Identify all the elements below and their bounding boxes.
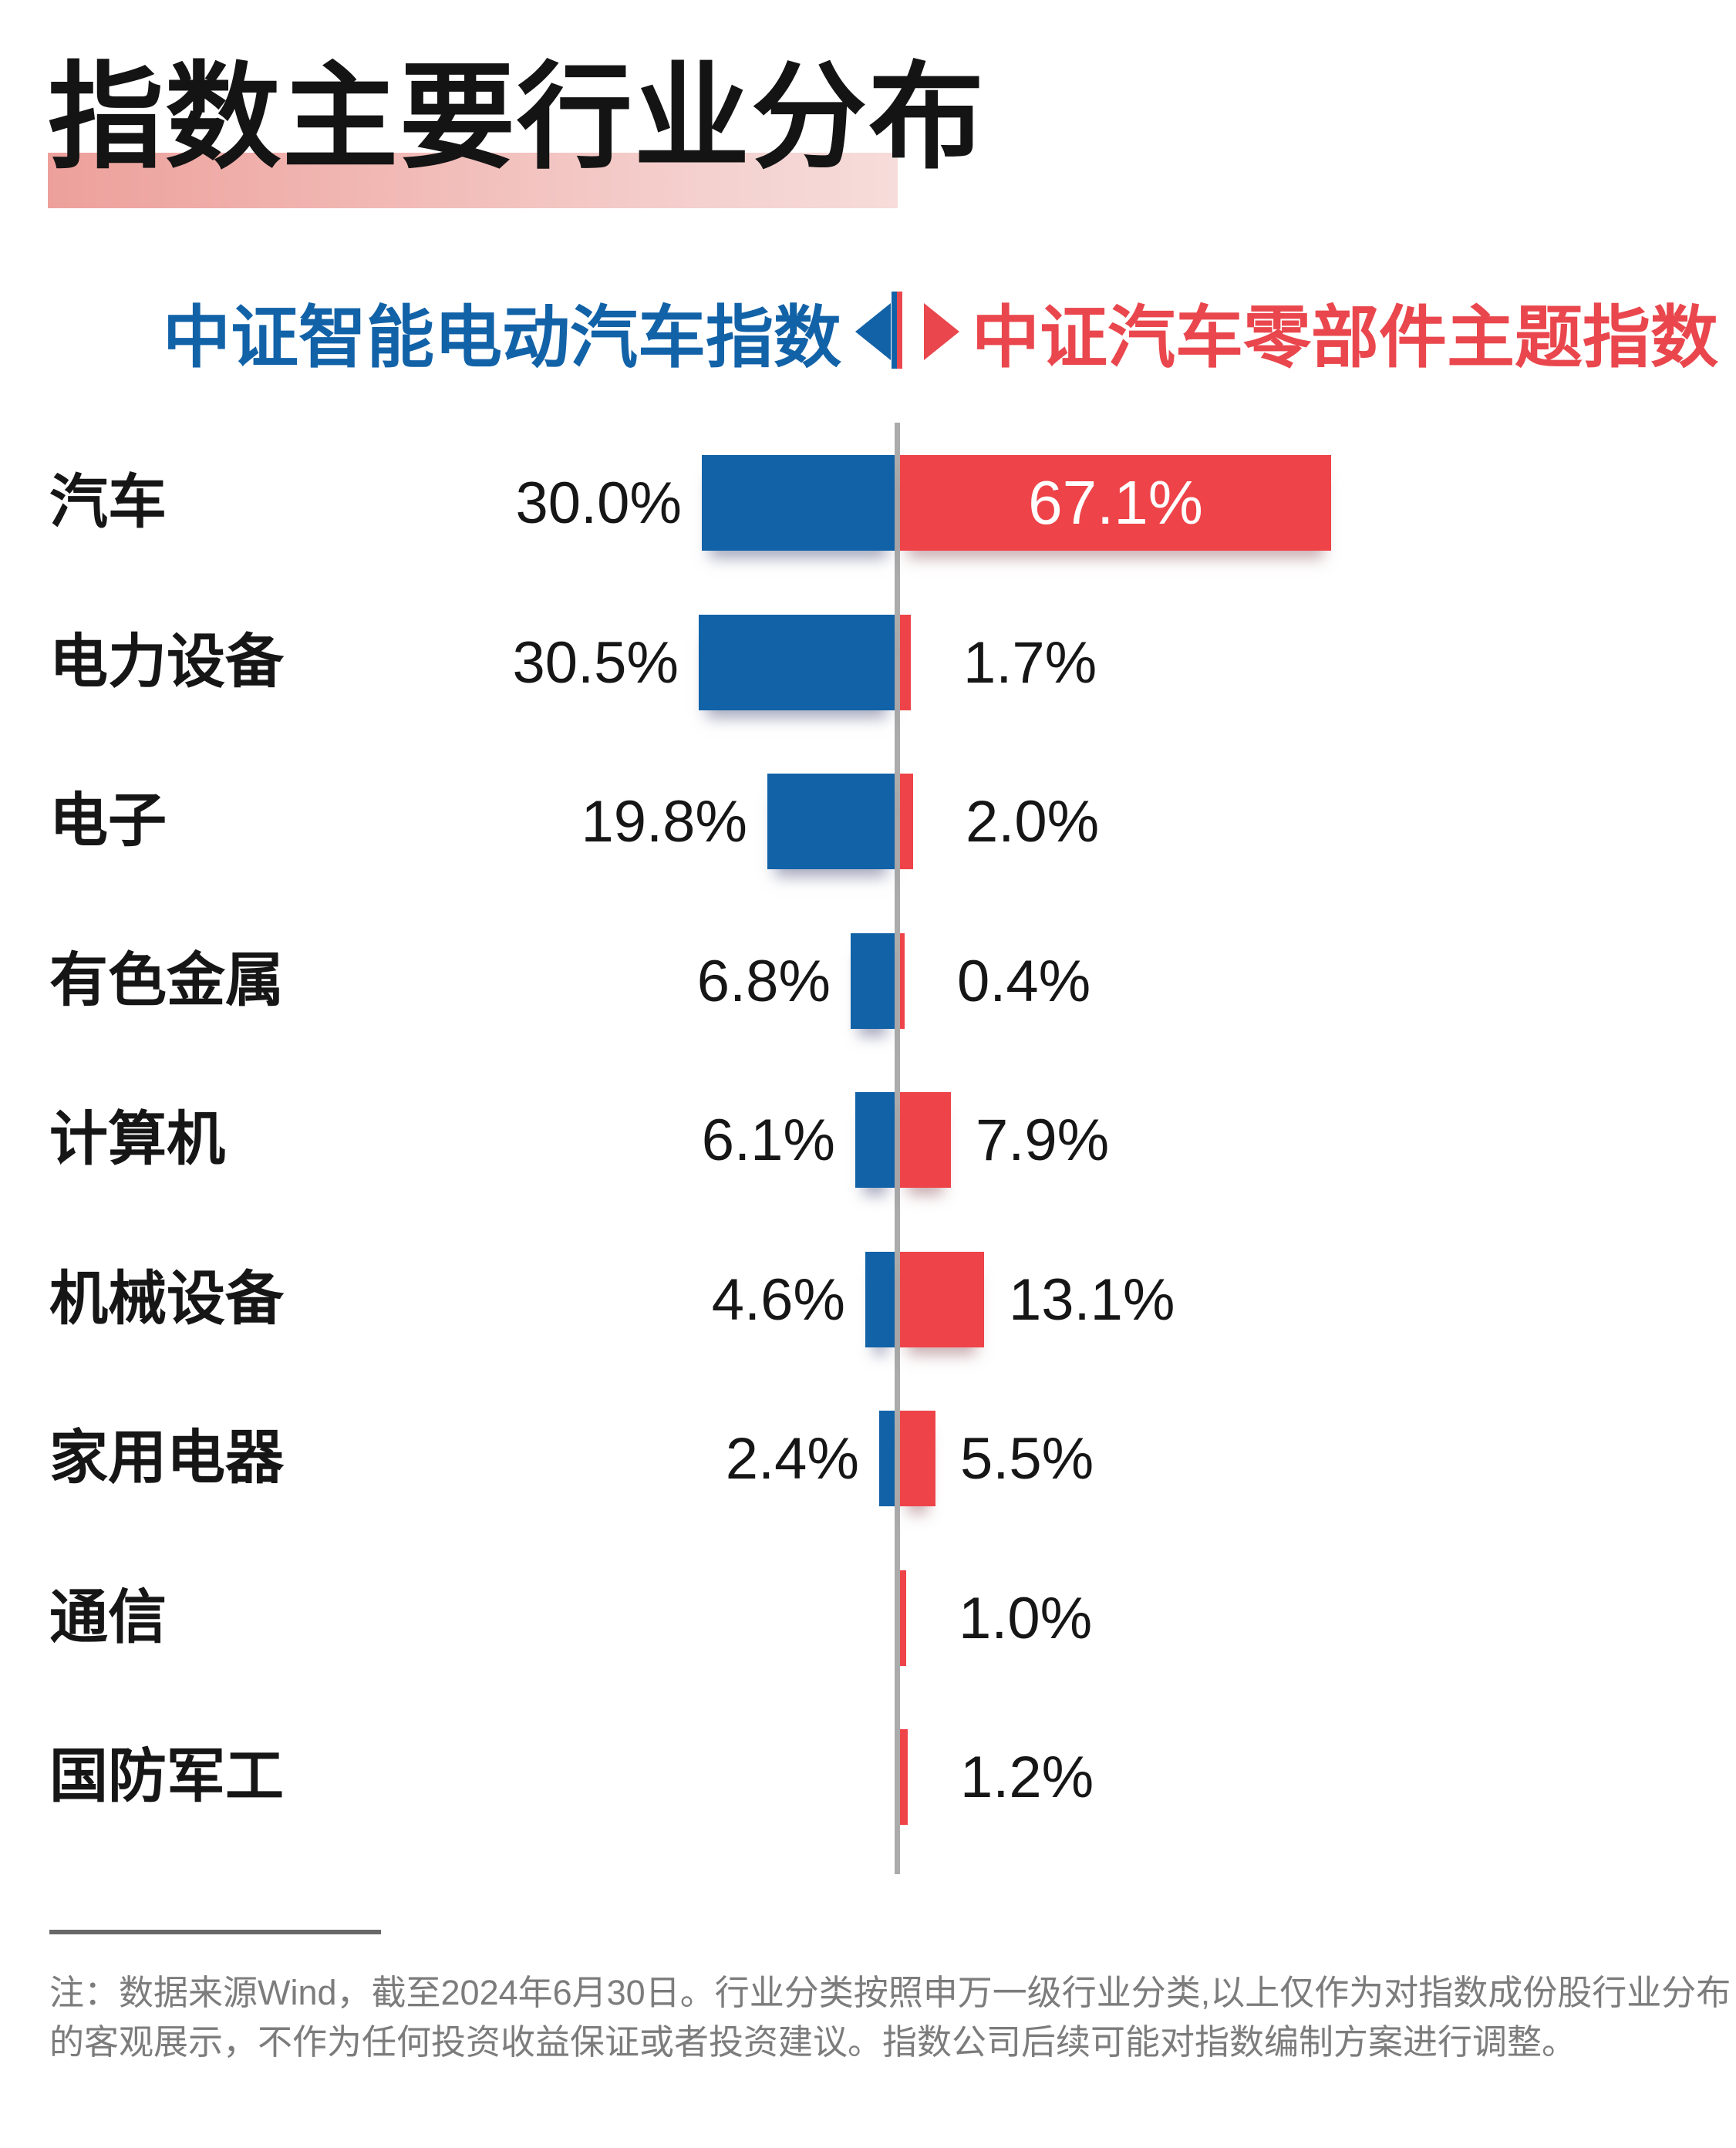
legend-right-index: 中证汽车零部件主题指数 [924, 290, 1718, 376]
right-value-label: 13.1% [1009, 1266, 1175, 1333]
left-bar [699, 615, 895, 710]
category-label: 家用电器 [49, 1425, 284, 1491]
right-value-label: 67.1% [1028, 468, 1203, 537]
right-value-label: 7.9% [976, 1107, 1110, 1173]
right-bar-zone: 1.7% [900, 615, 1736, 710]
category-label: 通信 [49, 1585, 167, 1651]
left-value-label: 4.6% [711, 1266, 845, 1333]
left-index-label: 中证智能电动汽车指数 [162, 298, 841, 376]
left-bar-zone: 6.8% [0, 933, 895, 1029]
chart-row: 通信 1.0% [0, 1570, 1736, 1666]
right-bar [900, 1570, 906, 1666]
left-bar-zone: 2.4% [0, 1411, 895, 1506]
right-bar-zone: 5.5% [900, 1411, 1736, 1506]
right-arrow-icon [924, 303, 959, 360]
right-bar-zone: 1.0% [900, 1570, 1736, 1666]
chart-row: 机械设备 4.6% 13.1% [0, 1252, 1736, 1347]
left-bar-zone: 4.6% [0, 1252, 895, 1347]
right-bar-zone: 1.2% [900, 1729, 1736, 1825]
right-bar [900, 1729, 908, 1825]
right-value-label: 2.0% [966, 788, 1100, 855]
right-bar [900, 774, 913, 869]
category-label: 汽车 [49, 470, 167, 535]
chart-row: 电力设备 30.5% 1.7% [0, 615, 1736, 710]
right-value-label: 0.4% [957, 948, 1091, 1014]
right-bar-zone: 2.0% [900, 774, 1736, 869]
category-label: 有色金属 [49, 948, 284, 1013]
title-highlight-bar [48, 153, 898, 208]
left-bar [702, 455, 895, 551]
right-bar [900, 1092, 951, 1188]
left-bar [879, 1411, 895, 1506]
left-value-label: 30.5% [512, 629, 679, 696]
left-value-label: 19.8% [581, 788, 748, 855]
left-bar [855, 1092, 895, 1188]
left-value-label: 6.1% [701, 1107, 835, 1173]
right-bar [900, 1252, 984, 1347]
legend-divider-bar [892, 292, 902, 369]
right-bar-zone: 13.1% [900, 1252, 1736, 1347]
chart-row: 计算机 6.1% 7.9% [0, 1092, 1736, 1188]
right-bar [900, 1411, 935, 1506]
left-value-label: 2.4% [725, 1425, 859, 1492]
left-bar [851, 933, 895, 1029]
chart-row: 电子 19.8% 2.0% [0, 774, 1736, 869]
chart-row: 国防军工 1.2% [0, 1729, 1736, 1825]
right-bar-zone: 7.9% [900, 1092, 1736, 1188]
right-bar: 67.1% [900, 455, 1331, 551]
category-label: 计算机 [49, 1107, 225, 1172]
right-value-label: 1.7% [963, 629, 1097, 696]
left-bar [865, 1252, 895, 1347]
title-block: 指数主要行业分布 [0, 0, 1736, 247]
left-bar [767, 774, 895, 869]
left-bar-zone [0, 1570, 895, 1666]
page-title: 指数主要行业分布 [48, 52, 986, 182]
right-value-label: 1.2% [960, 1744, 1094, 1810]
category-label: 机械设备 [49, 1266, 284, 1332]
category-label: 电力设备 [49, 629, 284, 695]
chart-row: 有色金属 6.8% 0.4% [0, 933, 1736, 1029]
center-axis-line [895, 423, 900, 1874]
right-bar [900, 615, 911, 710]
legend-header: 中证智能电动汽车指数 中证汽车零部件主题指数 [0, 290, 1736, 376]
right-value-label: 1.0% [959, 1585, 1093, 1651]
left-value-label: 6.8% [696, 948, 831, 1014]
footnote-line-2: 的客观展示，不作为任何投资收益保证或者投资建议。指数公司后续可能对指数编制方案进… [49, 2022, 1577, 2062]
category-label: 国防军工 [49, 1744, 284, 1809]
footer-divider [49, 1930, 381, 1934]
left-bar-zone: 19.8% [0, 774, 895, 869]
right-bar-zone: 0.4% [900, 933, 1736, 1029]
right-index-label: 中证汽车零部件主题指数 [972, 298, 1719, 376]
legend-left-index: 中证智能电动汽车指数 [163, 290, 891, 376]
footnote-line-1: 注：数据来源Wind，截至2024年6月30日。行业分类按照申万一级行业分类,以… [49, 1973, 1731, 2012]
right-value-label: 5.5% [960, 1425, 1094, 1492]
chart-row: 家用电器 2.4% 5.5% [0, 1411, 1736, 1506]
left-bar-zone [0, 1729, 895, 1825]
left-bar-zone: 30.0% [0, 455, 895, 551]
left-value-label: 30.0% [515, 470, 683, 536]
right-bar-zone: 67.1% [900, 455, 1736, 551]
left-arrow-icon [855, 303, 891, 360]
footnote: 注：数据来源Wind，截至2024年6月30日。行业分类按照申万一级行业分类,以… [49, 1968, 1731, 2067]
chart-row: 汽车 30.0% 67.1% [0, 455, 1736, 551]
right-bar [900, 933, 905, 1029]
left-bar-zone: 6.1% [0, 1092, 895, 1188]
left-bar-zone: 30.5% [0, 615, 895, 710]
category-label: 电子 [49, 788, 167, 854]
